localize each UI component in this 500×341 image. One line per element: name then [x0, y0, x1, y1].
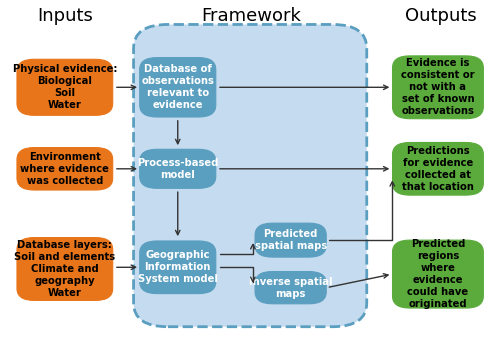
Text: Inverse spatial
maps: Inverse spatial maps [249, 277, 332, 299]
FancyBboxPatch shape [392, 240, 484, 308]
FancyBboxPatch shape [140, 58, 216, 117]
FancyBboxPatch shape [17, 238, 112, 300]
Text: Environment
where evidence
was collected: Environment where evidence was collected [20, 152, 110, 186]
FancyBboxPatch shape [255, 223, 326, 257]
Text: Outputs: Outputs [404, 7, 476, 25]
Text: Process-based
model: Process-based model [137, 158, 218, 180]
FancyBboxPatch shape [255, 271, 326, 304]
FancyBboxPatch shape [134, 25, 367, 327]
Text: Database layers:
Soil and elements
Climate and
geography
Water: Database layers: Soil and elements Clima… [14, 240, 116, 298]
FancyBboxPatch shape [392, 143, 484, 195]
FancyBboxPatch shape [17, 148, 112, 190]
Text: Geographic
Information
System model: Geographic Information System model [138, 250, 218, 284]
Text: Evidence is
consistent or
not with a
set of known
observations: Evidence is consistent or not with a set… [401, 58, 475, 116]
FancyBboxPatch shape [140, 149, 216, 188]
Text: Framework: Framework [202, 7, 302, 25]
Text: Predicted
spatial maps: Predicted spatial maps [254, 229, 327, 251]
Text: Physical evidence:
Biological
Soil
Water: Physical evidence: Biological Soil Water [12, 64, 117, 110]
Text: Predicted
regions
where
evidence
could have
originated: Predicted regions where evidence could h… [408, 239, 469, 309]
FancyBboxPatch shape [17, 59, 112, 115]
Text: Database of
observations
relevant to
evidence: Database of observations relevant to evi… [142, 64, 214, 110]
FancyBboxPatch shape [392, 56, 484, 119]
FancyBboxPatch shape [140, 241, 216, 294]
Text: Predictions
for evidence
collected at
that location: Predictions for evidence collected at th… [402, 146, 474, 192]
Text: Inputs: Inputs [37, 7, 93, 25]
